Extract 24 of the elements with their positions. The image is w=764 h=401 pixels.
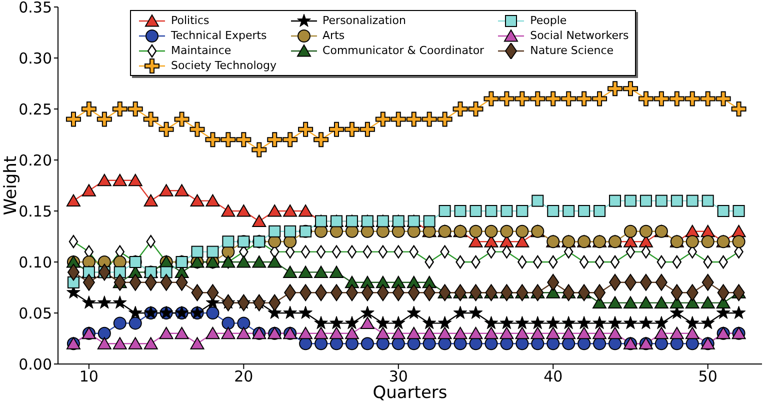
y-tick-label: 0.20 [18, 151, 52, 170]
y-tick-label: 0.05 [18, 304, 52, 322]
x-tick-label: 10 [79, 368, 98, 386]
y-tick-label: 0.35 [18, 0, 52, 16]
legend-label: Arts [322, 29, 345, 42]
legend-label: Personalization [322, 14, 406, 27]
y-tick-label: 0.00 [18, 355, 52, 374]
x-tick-label: 40 [544, 368, 563, 386]
legend-label: Politics [171, 14, 210, 27]
legend-label: Nature Science [530, 44, 614, 57]
y-tick-label: 0.15 [18, 202, 52, 220]
legend-label: Social Networkers [530, 29, 629, 42]
legend-label: Society Technology [171, 59, 277, 72]
legend-label: Technical Experts [171, 29, 267, 42]
x-tick-label: 50 [698, 368, 718, 386]
x-tick-label: 20 [234, 368, 254, 386]
y-tick-label: 0.10 [18, 253, 52, 272]
y-tick-label: 0.30 [18, 49, 52, 68]
legend-label: Maintaince [171, 44, 232, 57]
x-tick-label: 30 [388, 368, 408, 386]
x-axis-title: Quarters [372, 383, 448, 401]
y-tick-label: 0.25 [18, 100, 52, 118]
legend-label: People [530, 14, 567, 27]
legend-label: Communicator & Coordinator [322, 44, 484, 57]
